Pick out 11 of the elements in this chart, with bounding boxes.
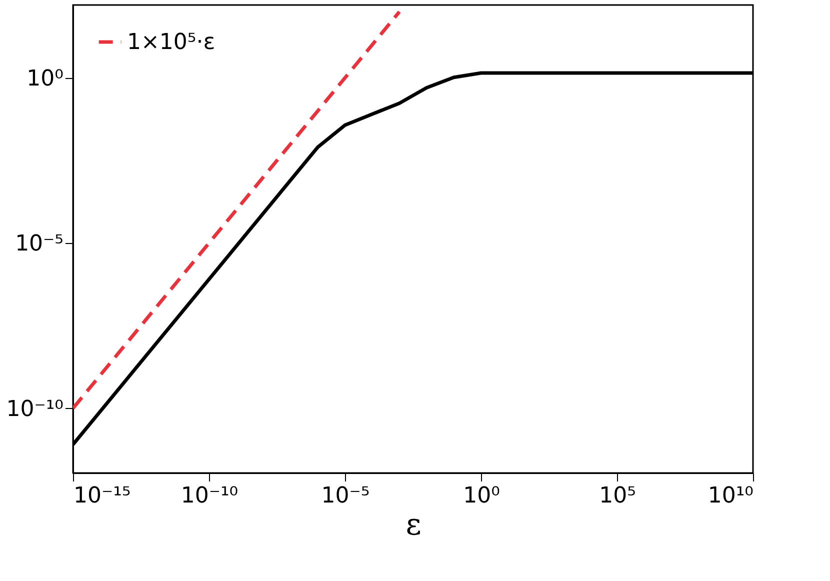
x-tick-label: 10⁻⁵ [321,484,370,508]
legend-label: 1×10⁵·ε [127,30,216,55]
y-tick-label: 10⁰ [26,66,64,92]
y-tick-label: 10⁻⁵ [15,232,64,257]
x-tick-label: 10⁻¹⁰ [180,484,238,508]
x-tick-label: 10⁻¹⁵ [74,484,131,508]
x-tick-label: 10¹⁰ [708,484,754,508]
x-tick-label: 10⁵ [599,484,636,508]
y-tick-label: 10⁻¹⁰ [6,396,64,422]
x-axis-title: ε [406,508,422,542]
x-tick-label: 10⁰ [463,484,500,508]
